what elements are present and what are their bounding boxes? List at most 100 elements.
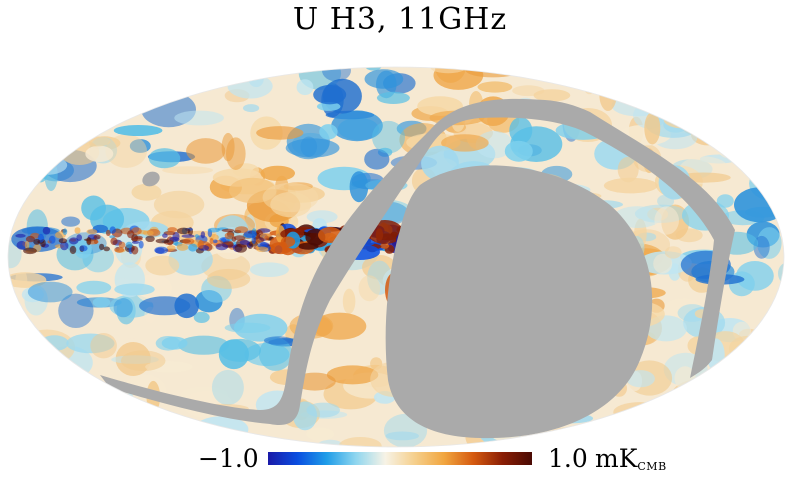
emission-blob bbox=[211, 369, 244, 406]
plane-feature bbox=[16, 240, 27, 250]
emission-blob bbox=[81, 195, 106, 221]
emission-blob bbox=[732, 81, 755, 94]
emission-blob bbox=[669, 81, 687, 98]
unit-main: mK bbox=[595, 444, 638, 473]
plane-feature bbox=[155, 238, 170, 244]
plane-feature bbox=[380, 243, 390, 249]
colorbar-unit-label: mKCMB bbox=[595, 444, 667, 473]
plane-feature bbox=[194, 234, 200, 238]
plane-feature bbox=[131, 245, 139, 255]
plane-feature bbox=[251, 235, 256, 244]
emission-blob bbox=[676, 106, 708, 126]
emission-blob bbox=[306, 402, 341, 418]
map-outline bbox=[7, 66, 785, 448]
emission-blob bbox=[27, 281, 73, 303]
plane-feature bbox=[198, 239, 204, 249]
emission-blob bbox=[617, 156, 639, 183]
emission-blob bbox=[624, 429, 676, 439]
plane-feature bbox=[207, 227, 220, 233]
emission-blob bbox=[19, 329, 75, 366]
emission-blob bbox=[631, 90, 681, 111]
emission-blob bbox=[93, 67, 123, 94]
emission-blob bbox=[111, 415, 147, 427]
emission-blob bbox=[654, 206, 679, 235]
emission-blob bbox=[58, 293, 94, 328]
emission-blob bbox=[768, 136, 781, 151]
emission-blob bbox=[46, 67, 78, 82]
emission-blob bbox=[10, 156, 26, 165]
plane-feature bbox=[200, 231, 206, 239]
emission-blob bbox=[57, 82, 106, 99]
emission-blob bbox=[695, 75, 738, 96]
emission-blob bbox=[43, 87, 71, 114]
emission-blob bbox=[728, 67, 743, 79]
plane-feature bbox=[76, 234, 82, 242]
plane-feature bbox=[224, 232, 235, 240]
emission-blob bbox=[312, 312, 367, 340]
plane-feature bbox=[62, 228, 68, 235]
emission-blob bbox=[778, 131, 784, 154]
emission-blob bbox=[260, 165, 296, 181]
emission-blob bbox=[533, 89, 571, 102]
emission-blob bbox=[80, 136, 111, 147]
plane-feature bbox=[239, 240, 250, 245]
emission-blob bbox=[644, 397, 675, 413]
emission-blob bbox=[700, 91, 747, 116]
plane-feature bbox=[42, 226, 51, 235]
emission-blob bbox=[626, 370, 655, 388]
emission-blob bbox=[743, 88, 764, 98]
plane-feature bbox=[138, 240, 144, 249]
plane-feature bbox=[182, 238, 195, 245]
emission-blob bbox=[376, 70, 397, 99]
emission-blob bbox=[676, 67, 722, 89]
plane-feature bbox=[105, 229, 111, 236]
emission-blob bbox=[628, 86, 651, 102]
emission-blob bbox=[87, 405, 105, 433]
map-title: U H3, 11GHz bbox=[292, 2, 508, 37]
plane-feature bbox=[60, 241, 69, 251]
emission-blob bbox=[178, 335, 230, 355]
plane-feature bbox=[181, 234, 195, 238]
emission-blob bbox=[719, 362, 740, 380]
emission-blob bbox=[705, 77, 733, 95]
plane-feature bbox=[215, 243, 228, 251]
emission-blob bbox=[113, 125, 163, 136]
emission-blob bbox=[764, 404, 784, 436]
emission-blob bbox=[764, 126, 784, 160]
emission-blob bbox=[10, 75, 52, 102]
emission-blob bbox=[326, 365, 379, 385]
emission-blob bbox=[364, 67, 383, 71]
emission-blob bbox=[114, 283, 155, 296]
emission-blob bbox=[224, 322, 271, 333]
plane-feature bbox=[253, 236, 265, 243]
emission-blob bbox=[8, 240, 22, 269]
emission-blob bbox=[589, 85, 641, 95]
emission-blob bbox=[661, 400, 678, 418]
emission-blob bbox=[465, 67, 521, 78]
emission-blob bbox=[131, 82, 155, 109]
emission-blob bbox=[76, 280, 112, 295]
emission-blob bbox=[145, 255, 180, 276]
emission-blob bbox=[219, 338, 261, 362]
emission-blob bbox=[148, 67, 181, 89]
emission-blob bbox=[322, 67, 351, 82]
plane-feature bbox=[99, 243, 105, 251]
emission-blob bbox=[777, 71, 784, 88]
emission-blob bbox=[638, 97, 653, 108]
emission-blob bbox=[109, 294, 154, 318]
emission-blob bbox=[120, 350, 166, 372]
emission-blob bbox=[90, 333, 117, 359]
emission-blob bbox=[32, 163, 48, 183]
emission-blob bbox=[50, 414, 97, 430]
emission-blob bbox=[9, 134, 42, 170]
emission-blob bbox=[203, 67, 252, 84]
plane-feature bbox=[86, 229, 98, 235]
emission-blob bbox=[32, 400, 50, 423]
emission-blob bbox=[372, 120, 405, 154]
plane-feature bbox=[176, 243, 189, 251]
emission-blob bbox=[186, 138, 226, 164]
plane-feature bbox=[188, 243, 198, 252]
emission-blob bbox=[583, 76, 596, 95]
emission-blob bbox=[8, 102, 43, 127]
plane-feature bbox=[74, 227, 81, 234]
